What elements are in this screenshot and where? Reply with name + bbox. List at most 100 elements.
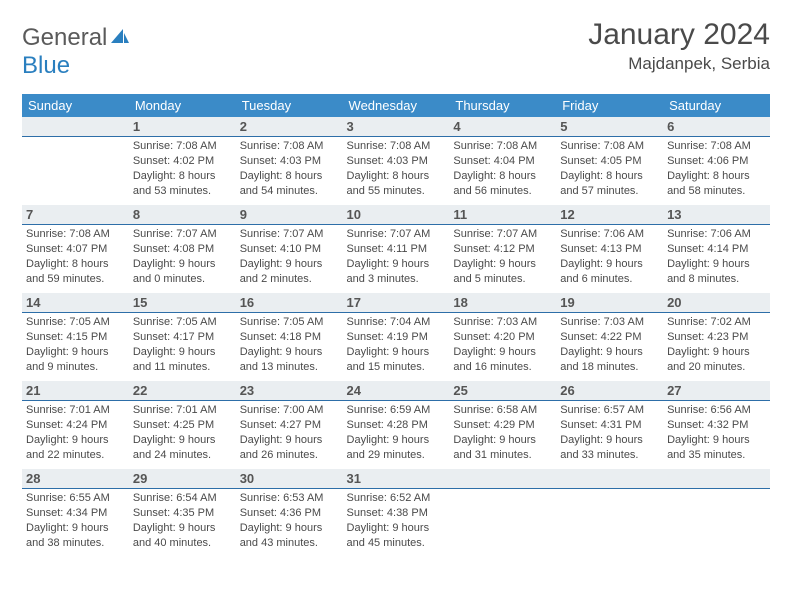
- calendar-day-cell: 8Sunrise: 7:07 AMSunset: 4:08 PMDaylight…: [129, 205, 236, 293]
- day-details: Sunrise: 7:07 AMSunset: 4:11 PMDaylight:…: [343, 225, 450, 292]
- day-detail-line: Sunrise: 7:02 AM: [667, 315, 766, 330]
- calendar-day-cell: 10Sunrise: 7:07 AMSunset: 4:11 PMDayligh…: [343, 205, 450, 293]
- calendar-week-row: 1Sunrise: 7:08 AMSunset: 4:02 PMDaylight…: [22, 117, 770, 205]
- day-detail-line: Sunset: 4:19 PM: [347, 330, 446, 345]
- day-number: 28: [22, 469, 129, 489]
- day-detail-line: Daylight: 9 hours: [667, 433, 766, 448]
- calendar-day-cell: 15Sunrise: 7:05 AMSunset: 4:17 PMDayligh…: [129, 293, 236, 381]
- day-detail-line: Sunset: 4:05 PM: [560, 154, 659, 169]
- day-details: Sunrise: 6:55 AMSunset: 4:34 PMDaylight:…: [22, 489, 129, 556]
- day-detail-line: Sunset: 4:35 PM: [133, 506, 232, 521]
- day-number: 1: [129, 117, 236, 137]
- day-detail-line: Sunrise: 7:01 AM: [26, 403, 125, 418]
- calendar-day-cell: 4Sunrise: 7:08 AMSunset: 4:04 PMDaylight…: [449, 117, 556, 205]
- day-number: 7: [22, 205, 129, 225]
- calendar-day-cell: 28Sunrise: 6:55 AMSunset: 4:34 PMDayligh…: [22, 469, 129, 557]
- day-detail-line: Sunrise: 7:08 AM: [560, 139, 659, 154]
- day-number: 9: [236, 205, 343, 225]
- logo: General Blue: [22, 18, 131, 80]
- day-details: Sunrise: 6:56 AMSunset: 4:32 PMDaylight:…: [663, 401, 770, 468]
- day-number: 2: [236, 117, 343, 137]
- calendar-day-cell: 23Sunrise: 7:00 AMSunset: 4:27 PMDayligh…: [236, 381, 343, 469]
- day-details: Sunrise: 7:05 AMSunset: 4:17 PMDaylight:…: [129, 313, 236, 380]
- day-detail-line: Sunset: 4:23 PM: [667, 330, 766, 345]
- day-number: 13: [663, 205, 770, 225]
- day-detail-line: Sunset: 4:18 PM: [240, 330, 339, 345]
- day-number: 11: [449, 205, 556, 225]
- day-details: Sunrise: 7:06 AMSunset: 4:14 PMDaylight:…: [663, 225, 770, 292]
- day-detail-line: and 6 minutes.: [560, 272, 659, 287]
- day-details: Sunrise: 7:00 AMSunset: 4:27 PMDaylight:…: [236, 401, 343, 468]
- day-detail-line: Sunset: 4:13 PM: [560, 242, 659, 257]
- day-number: 20: [663, 293, 770, 313]
- day-detail-line: and 8 minutes.: [667, 272, 766, 287]
- day-number: 30: [236, 469, 343, 489]
- day-details: Sunrise: 7:02 AMSunset: 4:23 PMDaylight:…: [663, 313, 770, 380]
- calendar-week-row: 28Sunrise: 6:55 AMSunset: 4:34 PMDayligh…: [22, 469, 770, 557]
- day-detail-line: Sunrise: 6:55 AM: [26, 491, 125, 506]
- day-detail-line: Sunrise: 6:53 AM: [240, 491, 339, 506]
- day-detail-line: Daylight: 9 hours: [347, 433, 446, 448]
- weekday-header: Wednesday: [343, 94, 450, 117]
- day-detail-line: Sunrise: 7:08 AM: [453, 139, 552, 154]
- day-details: Sunrise: 6:58 AMSunset: 4:29 PMDaylight:…: [449, 401, 556, 468]
- day-details: Sunrise: 6:53 AMSunset: 4:36 PMDaylight:…: [236, 489, 343, 556]
- calendar-day-cell: 19Sunrise: 7:03 AMSunset: 4:22 PMDayligh…: [556, 293, 663, 381]
- day-details: Sunrise: 7:08 AMSunset: 4:06 PMDaylight:…: [663, 137, 770, 204]
- day-number: 10: [343, 205, 450, 225]
- day-detail-line: Sunset: 4:10 PM: [240, 242, 339, 257]
- day-details: Sunrise: 6:57 AMSunset: 4:31 PMDaylight:…: [556, 401, 663, 468]
- day-detail-line: Sunrise: 7:08 AM: [240, 139, 339, 154]
- calendar-day-cell: [663, 469, 770, 557]
- day-details: Sunrise: 7:08 AMSunset: 4:04 PMDaylight:…: [449, 137, 556, 204]
- day-details: Sunrise: 7:08 AMSunset: 4:02 PMDaylight:…: [129, 137, 236, 204]
- day-details: Sunrise: 7:08 AMSunset: 4:03 PMDaylight:…: [343, 137, 450, 204]
- day-number: 29: [129, 469, 236, 489]
- weekday-header: Tuesday: [236, 94, 343, 117]
- day-detail-line: Daylight: 9 hours: [667, 345, 766, 360]
- day-number: 15: [129, 293, 236, 313]
- day-details: [663, 489, 770, 497]
- day-details: Sunrise: 7:01 AMSunset: 4:25 PMDaylight:…: [129, 401, 236, 468]
- day-detail-line: Sunrise: 7:07 AM: [133, 227, 232, 242]
- calendar-day-cell: 24Sunrise: 6:59 AMSunset: 4:28 PMDayligh…: [343, 381, 450, 469]
- day-number: 4: [449, 117, 556, 137]
- day-detail-line: Sunrise: 7:07 AM: [347, 227, 446, 242]
- day-detail-line: Daylight: 9 hours: [26, 345, 125, 360]
- calendar-day-cell: 13Sunrise: 7:06 AMSunset: 4:14 PMDayligh…: [663, 205, 770, 293]
- day-detail-line: Daylight: 9 hours: [453, 345, 552, 360]
- day-detail-line: Sunrise: 7:03 AM: [453, 315, 552, 330]
- day-detail-line: Daylight: 9 hours: [560, 433, 659, 448]
- day-detail-line: and 58 minutes.: [667, 184, 766, 199]
- day-detail-line: Sunset: 4:03 PM: [240, 154, 339, 169]
- day-detail-line: Sunset: 4:14 PM: [667, 242, 766, 257]
- day-number: 27: [663, 381, 770, 401]
- day-detail-line: and 29 minutes.: [347, 448, 446, 463]
- day-detail-line: and 31 minutes.: [453, 448, 552, 463]
- day-number: 23: [236, 381, 343, 401]
- day-detail-line: Sunrise: 7:06 AM: [667, 227, 766, 242]
- day-details: Sunrise: 7:03 AMSunset: 4:20 PMDaylight:…: [449, 313, 556, 380]
- weekday-header: Saturday: [663, 94, 770, 117]
- day-detail-line: Daylight: 9 hours: [453, 433, 552, 448]
- day-detail-line: Sunrise: 7:06 AM: [560, 227, 659, 242]
- weekday-header: Sunday: [22, 94, 129, 117]
- day-detail-line: Sunset: 4:24 PM: [26, 418, 125, 433]
- day-detail-line: Sunrise: 7:00 AM: [240, 403, 339, 418]
- day-detail-line: Sunset: 4:38 PM: [347, 506, 446, 521]
- calendar-week-row: 7Sunrise: 7:08 AMSunset: 4:07 PMDaylight…: [22, 205, 770, 293]
- day-detail-line: Daylight: 8 hours: [347, 169, 446, 184]
- day-detail-line: and 15 minutes.: [347, 360, 446, 375]
- day-detail-line: and 56 minutes.: [453, 184, 552, 199]
- day-detail-line: and 20 minutes.: [667, 360, 766, 375]
- location-label: Majdanpek, Serbia: [588, 54, 770, 74]
- day-detail-line: Sunset: 4:32 PM: [667, 418, 766, 433]
- day-detail-line: Sunrise: 7:08 AM: [347, 139, 446, 154]
- calendar-day-cell: 25Sunrise: 6:58 AMSunset: 4:29 PMDayligh…: [449, 381, 556, 469]
- day-detail-line: and 24 minutes.: [133, 448, 232, 463]
- day-detail-line: Sunset: 4:02 PM: [133, 154, 232, 169]
- day-detail-line: Daylight: 9 hours: [347, 257, 446, 272]
- day-detail-line: Sunset: 4:06 PM: [667, 154, 766, 169]
- day-detail-line: and 55 minutes.: [347, 184, 446, 199]
- day-detail-line: and 13 minutes.: [240, 360, 339, 375]
